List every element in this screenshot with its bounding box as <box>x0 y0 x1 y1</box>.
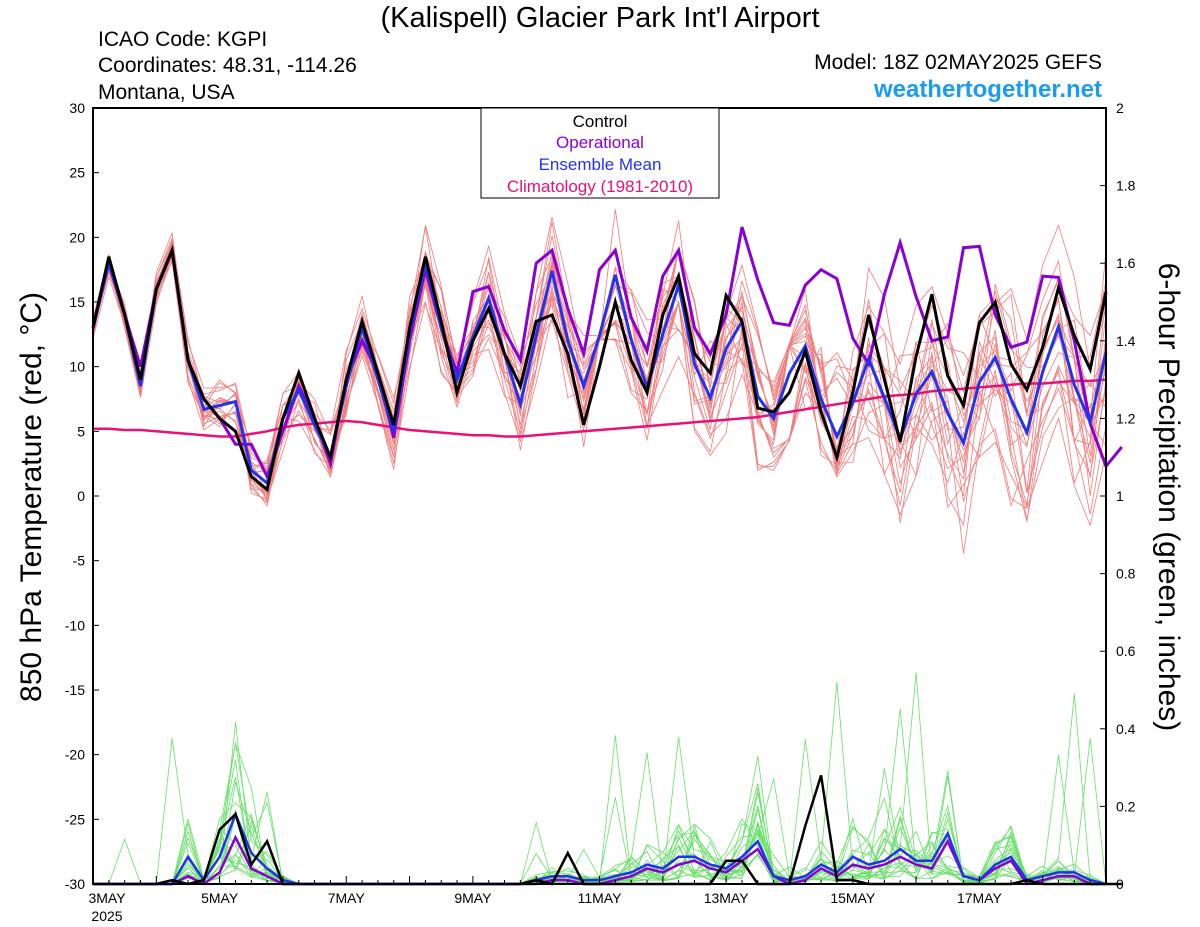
x-tick-label: 13MAY <box>704 890 750 906</box>
y-axis-label-right: 6-hour Precipitation (green, inches) <box>1152 262 1185 732</box>
x-tick-sublabel: 2025 <box>91 908 122 924</box>
y2-tick-label: 1.4 <box>1116 333 1136 349</box>
y-tick-label: -25 <box>65 811 85 827</box>
temperature-member-line <box>92 251 1107 465</box>
x-tick-label: 15MAY <box>830 890 876 906</box>
temperature-member-line <box>92 216 1107 472</box>
y2-tick-label: 0.2 <box>1116 798 1136 814</box>
legend-control: Control <box>573 112 628 131</box>
y2-tick-label: 2 <box>1116 100 1124 116</box>
y2-tick-label: 1.6 <box>1116 255 1136 271</box>
y2-tick-label: 1.2 <box>1116 410 1136 426</box>
temperature-member-line <box>92 254 1107 508</box>
y-tick-label: 0 <box>77 488 85 504</box>
y2-tick-label: 1.8 <box>1116 178 1136 194</box>
legend-box <box>480 107 720 199</box>
y-tick-label: 5 <box>77 423 85 439</box>
x-tick-label: 7MAY <box>328 890 366 906</box>
legend-ensemble-mean: Ensemble Mean <box>539 155 662 174</box>
plot-frame <box>92 107 1107 885</box>
y-axis-label-left: 850 hPa Temperature (red, °C) <box>15 292 48 702</box>
control-temperature-line <box>91 244 1108 493</box>
y-tick-label: 15 <box>69 294 85 310</box>
y-tick-label: 10 <box>69 359 85 375</box>
legend-operational: Operational <box>556 133 644 152</box>
legend: Control Operational Ensemble Mean Climat… <box>480 107 720 199</box>
temperature-ensemble-members <box>92 209 1107 554</box>
highlighted-series <box>91 226 1123 886</box>
icao-code: ICAO Code: KGPI <box>98 28 268 51</box>
y-tick-label: -5 <box>73 553 86 569</box>
y2-tick-label: 0 <box>1116 876 1124 892</box>
model-run: Model: 18Z 02MAY2025 GEFS <box>814 51 1102 74</box>
y2-tick-label: 1 <box>1116 488 1124 504</box>
x-tick-label: 17MAY <box>957 890 1003 906</box>
mean-temperature-line <box>91 244 1108 486</box>
website-link[interactable]: weathertogether.net <box>873 76 1102 103</box>
legend-climatology: Climatology (1981-2010) <box>507 177 693 196</box>
y-tick-label: -15 <box>65 682 85 698</box>
y2-tick-label: 0.6 <box>1116 643 1136 659</box>
chart-title: (Kalispell) Glacier Park Int'l Airport <box>380 2 820 34</box>
operational-temperature-line <box>91 226 1123 481</box>
location: Montana, USA <box>98 81 235 104</box>
y-tick-label: -20 <box>65 747 85 763</box>
y-tick-label: -30 <box>65 876 85 892</box>
y-tick-label: -10 <box>65 617 85 633</box>
coordinates: Coordinates: 48.31, -114.26 <box>98 54 357 77</box>
y-tick-label: 30 <box>69 100 85 116</box>
climatology-temperature-line <box>93 378 1107 438</box>
y2-tick-label: 0.4 <box>1116 721 1136 737</box>
x-tick-label: 11MAY <box>578 890 622 906</box>
x-tick-label: 9MAY <box>454 890 492 906</box>
y-tick-label: 25 <box>69 165 85 181</box>
y2-tick-label: 0.8 <box>1116 566 1136 582</box>
y-tick-label: 20 <box>69 229 85 245</box>
x-tick-label: 5MAY <box>201 890 239 906</box>
x-tick-label: 3MAY <box>88 890 126 906</box>
